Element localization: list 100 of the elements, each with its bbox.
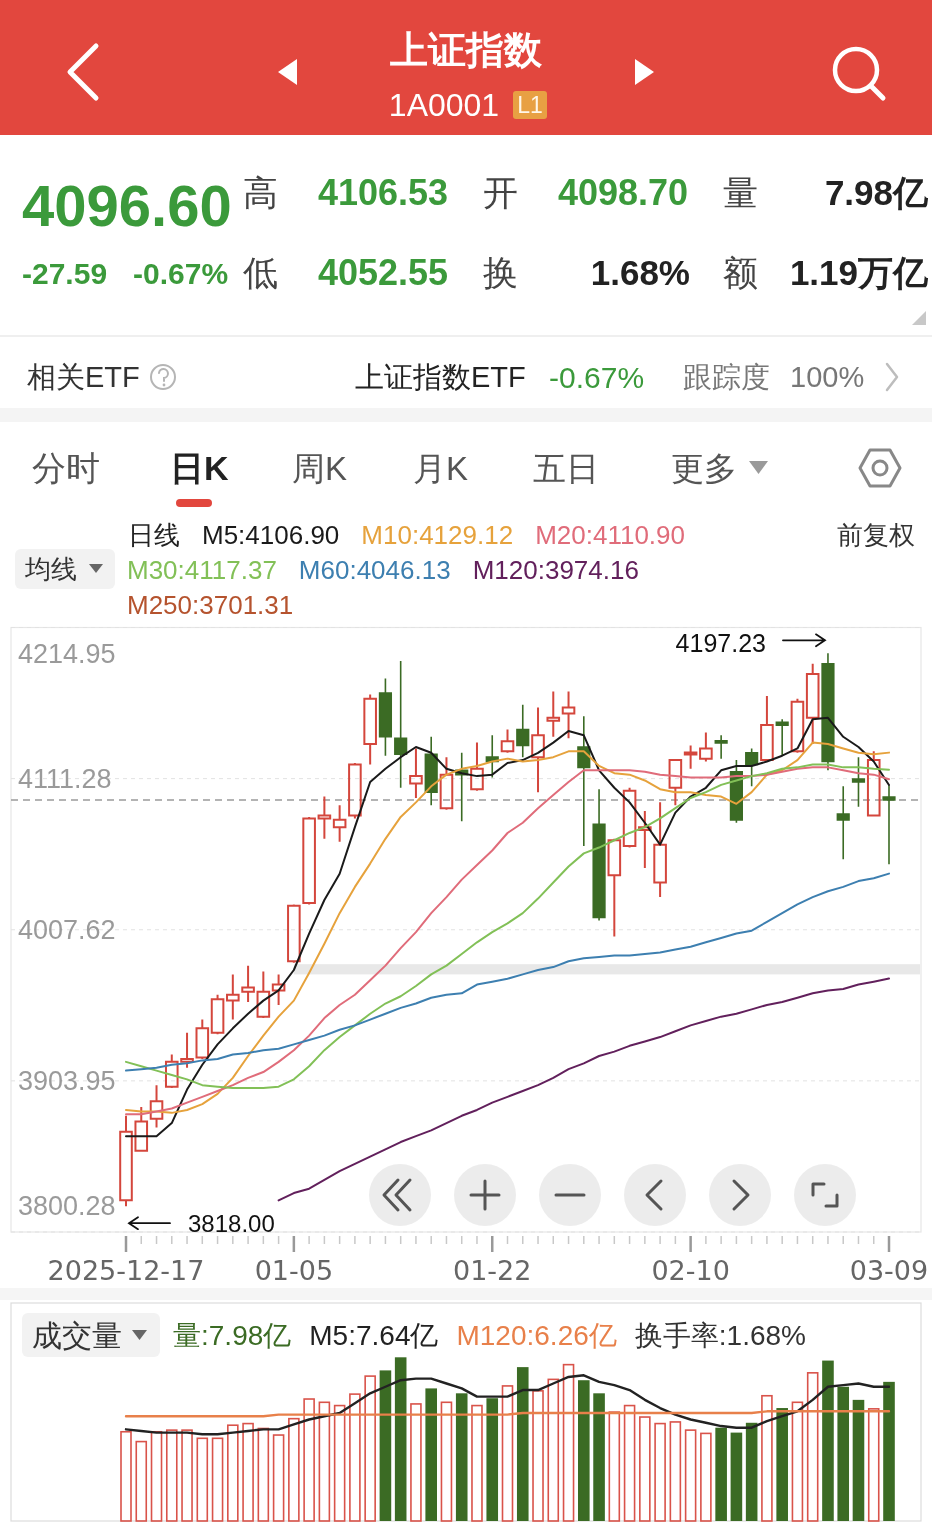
annotation: 3818.00 (188, 1209, 275, 1237)
bar (227, 1424, 239, 1522)
text: 五日 (533, 449, 599, 487)
text: M30:4117.37 (127, 555, 277, 585)
text: M5:4106.90 (202, 520, 340, 550)
bar (791, 1401, 804, 1522)
bar (501, 1385, 514, 1522)
series-label: M5:7.64亿 (309, 1319, 439, 1351)
bar (440, 1401, 453, 1522)
x-tick-label: 03-09 (849, 1254, 929, 1286)
text: 上证指数 (390, 29, 543, 71)
bar (852, 1399, 865, 1521)
chart-title: 成交量 (32, 1318, 122, 1352)
text: 前复权 (837, 520, 915, 550)
bar (455, 1393, 468, 1521)
text: 分时 (32, 449, 100, 487)
text: M60:4046.13 (298, 555, 451, 585)
text: -0.67% (549, 360, 645, 394)
text: M20:4110.90 (535, 520, 685, 550)
text: 量 (723, 172, 758, 212)
bar (715, 1427, 727, 1521)
bar (639, 1416, 651, 1522)
text: 7.98亿 (824, 172, 929, 212)
text: 4106.53 (318, 171, 449, 213)
text: 开 (483, 172, 518, 212)
bar (623, 1404, 636, 1522)
x-tick-label: 01-05 (254, 1254, 334, 1286)
text: 周K (292, 449, 348, 487)
bar (165, 1429, 178, 1522)
bar (364, 1375, 376, 1522)
bar (516, 1367, 529, 1521)
text: 月K (413, 449, 469, 487)
text: 4052.55 (318, 251, 449, 293)
y-tick-label: 3800.28 (18, 1191, 116, 1221)
x-tick-label: 01-22 (453, 1254, 532, 1286)
text: 上证指数ETF (355, 361, 526, 393)
text: 相关ETF (27, 361, 140, 393)
bar (578, 1380, 590, 1521)
bar (608, 1411, 621, 1522)
text: 1A0001 (388, 87, 500, 123)
text: -0.67% (133, 256, 229, 290)
bar (410, 1403, 422, 1522)
text: 1.68% (590, 252, 690, 292)
bar (532, 1390, 544, 1522)
bar (867, 1408, 880, 1522)
text: 1.19万亿 (789, 252, 929, 292)
bar (837, 1386, 850, 1521)
x-tick-label: 02-10 (651, 1254, 730, 1286)
bar (303, 1398, 315, 1522)
text: M10:4129.12 (361, 520, 514, 550)
bar (150, 1430, 163, 1522)
text: M120:3974.16 (472, 555, 639, 585)
text: 4096.60 (22, 172, 232, 238)
bar (135, 1440, 148, 1522)
text: 低 (243, 252, 278, 292)
text: -27.59 (22, 256, 108, 290)
bar (669, 1421, 682, 1522)
annotation: 4197.23 (675, 629, 766, 658)
y-tick-label: 3903.95 (18, 1065, 116, 1096)
bar (806, 1372, 819, 1522)
bar (211, 1437, 224, 1522)
text: 换手率:1.68% (634, 1319, 806, 1351)
bar (486, 1398, 499, 1521)
bar (684, 1429, 697, 1522)
text: 换 (483, 252, 518, 292)
bar (822, 1360, 834, 1521)
bar (196, 1437, 209, 1522)
bar (257, 1427, 270, 1522)
bar (272, 1434, 285, 1522)
bar (242, 1422, 254, 1522)
bar (700, 1432, 712, 1522)
bar (730, 1432, 743, 1521)
y-tick-label: 4111.28 (18, 763, 112, 794)
bar (654, 1422, 666, 1522)
text: 更多 (671, 449, 737, 487)
bar (379, 1370, 392, 1521)
bar (883, 1381, 895, 1521)
bar (288, 1417, 300, 1522)
bar (181, 1429, 193, 1522)
text: 高 (243, 172, 278, 212)
text: 100% (790, 361, 865, 393)
text: M120:6.26亿 (456, 1319, 617, 1351)
legend-title: 日线 (128, 520, 180, 550)
text: 均线 (24, 554, 77, 584)
text: 额 (723, 252, 758, 292)
bar (745, 1422, 758, 1521)
bar (593, 1393, 605, 1521)
text: 跟踪度 (683, 361, 770, 393)
bar (425, 1388, 437, 1521)
bar (471, 1404, 483, 1522)
bar (761, 1394, 773, 1522)
text: 日K (170, 449, 229, 487)
y-tick-label: 4007.62 (18, 914, 116, 945)
bar (318, 1401, 331, 1522)
bar (394, 1357, 407, 1521)
legend-label: M250:3701.31 (127, 590, 294, 620)
x-tick-label: 2025-12-17 (47, 1254, 205, 1286)
bar (547, 1378, 560, 1522)
text: 4098.70 (558, 171, 689, 213)
bar (333, 1404, 346, 1522)
